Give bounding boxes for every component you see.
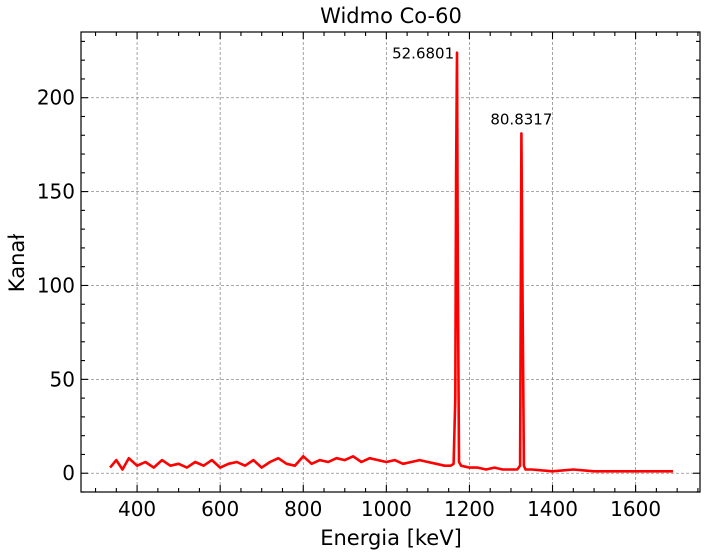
y-tick-label: 100 [37,273,75,297]
x-tick-label: 1400 [527,497,578,521]
y-tick-label: 200 [37,86,75,110]
y-axis-label: Kanał [5,234,29,292]
x-tick-label: 400 [118,497,156,521]
y-tick-label: 150 [37,180,75,204]
y-tick-label: 0 [62,461,75,485]
annotations: 52.6801 80.8317 [392,45,552,129]
x-tick-label: 800 [284,497,322,521]
x-tick-label: 1600 [610,497,661,521]
peak-annotation: 80.8317 [490,110,552,128]
grid [81,32,700,492]
x-tick-label: 1000 [361,497,412,521]
peak-annotation: 52.6801 [392,45,454,63]
x-tick-label: 600 [201,497,239,521]
data-layer [109,51,673,473]
x-tick-label: 1200 [444,497,495,521]
y-tick-label: 50 [50,367,75,391]
axis-ticks [81,32,700,493]
series-line [109,51,673,473]
plot-frame [80,31,701,493]
tick-labels: 400 600 800 1000 1200 1400 1600 0 50 100 150 200 [37,86,661,521]
chart-title: Widmo Co-60 [320,4,462,28]
x-axis-label: Energia [keV] [320,526,462,550]
